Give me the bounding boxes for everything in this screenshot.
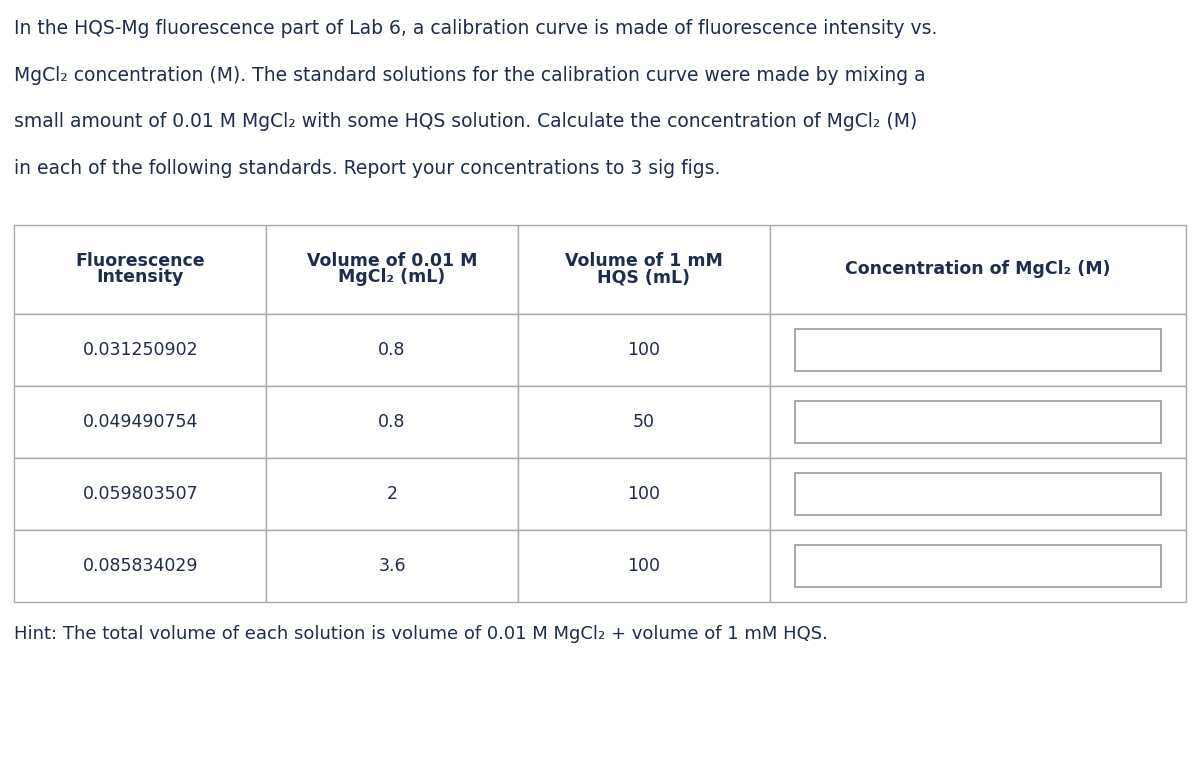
Bar xyxy=(518,225,770,314)
Bar xyxy=(266,314,518,386)
Text: Concentration of MgCl₂ (M): Concentration of MgCl₂ (M) xyxy=(845,260,1110,278)
Text: 0.059803507: 0.059803507 xyxy=(83,485,198,503)
Bar xyxy=(14,314,266,386)
Text: small amount of 0.01 M MgCl₂ with some HQS solution. Calculate the concentration: small amount of 0.01 M MgCl₂ with some H… xyxy=(14,112,918,132)
Bar xyxy=(770,530,1186,602)
Text: Volume of 0.01 M: Volume of 0.01 M xyxy=(307,253,478,270)
Text: Volume of 1 mM: Volume of 1 mM xyxy=(565,253,722,270)
Bar xyxy=(794,329,1160,371)
Text: MgCl₂ concentration (M). The standard solutions for the calibration curve were m: MgCl₂ concentration (M). The standard so… xyxy=(14,66,926,85)
Bar xyxy=(266,386,518,458)
Text: Hint: The total volume of each solution is volume of 0.01 M MgCl₂ + volume of 1 : Hint: The total volume of each solution … xyxy=(14,625,828,643)
Bar xyxy=(770,314,1186,386)
Text: Intensity: Intensity xyxy=(97,268,184,286)
Bar xyxy=(266,530,518,602)
Text: 2: 2 xyxy=(386,485,397,503)
Bar xyxy=(14,458,266,530)
Bar xyxy=(770,386,1186,458)
Bar xyxy=(794,473,1160,515)
Bar xyxy=(266,225,518,314)
Text: 0.031250902: 0.031250902 xyxy=(83,341,198,359)
Text: 100: 100 xyxy=(628,341,660,359)
Text: 50: 50 xyxy=(632,413,655,431)
Text: 3.6: 3.6 xyxy=(378,557,406,575)
Text: 100: 100 xyxy=(628,557,660,575)
Bar xyxy=(518,314,770,386)
Bar xyxy=(518,530,770,602)
Text: In the HQS-Mg fluorescence part of Lab 6, a calibration curve is made of fluores: In the HQS-Mg fluorescence part of Lab 6… xyxy=(14,19,937,39)
Text: 0.085834029: 0.085834029 xyxy=(83,557,198,575)
Bar xyxy=(518,458,770,530)
Bar xyxy=(770,225,1186,314)
Text: 0.8: 0.8 xyxy=(378,341,406,359)
Bar xyxy=(794,545,1160,587)
Text: MgCl₂ (mL): MgCl₂ (mL) xyxy=(338,268,445,286)
Text: 0.8: 0.8 xyxy=(378,413,406,431)
Text: in each of the following standards. Report your concentrations to 3 sig figs.: in each of the following standards. Repo… xyxy=(14,159,721,178)
Bar xyxy=(794,401,1160,443)
Text: 100: 100 xyxy=(628,485,660,503)
Text: Fluorescence: Fluorescence xyxy=(76,253,205,270)
Bar xyxy=(770,458,1186,530)
Text: HQS (mL): HQS (mL) xyxy=(598,268,690,286)
Bar xyxy=(14,386,266,458)
Bar xyxy=(518,386,770,458)
Bar xyxy=(14,225,266,314)
Bar xyxy=(266,458,518,530)
Text: 0.049490754: 0.049490754 xyxy=(83,413,198,431)
Bar xyxy=(14,530,266,602)
